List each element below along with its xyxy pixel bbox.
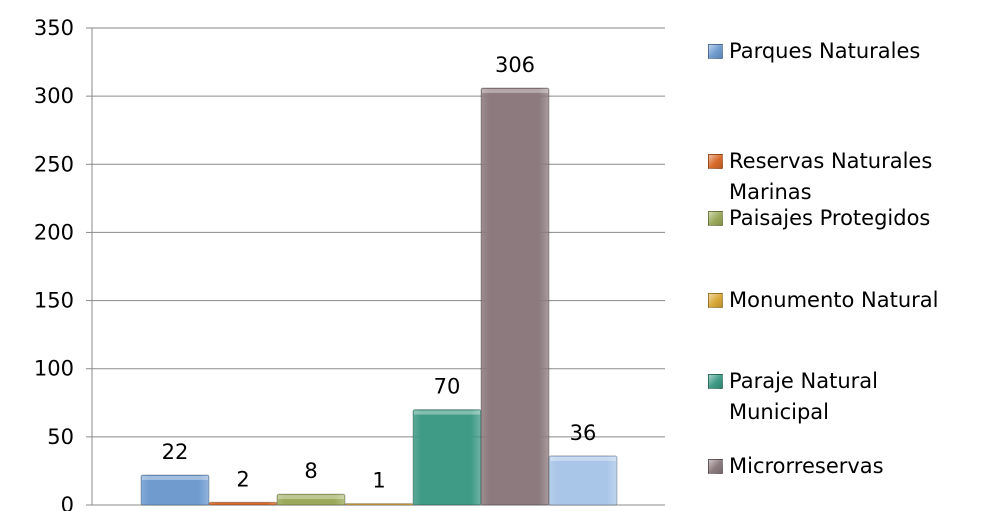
bar <box>276 493 346 506</box>
data-label: 70 <box>434 375 461 399</box>
bar-highlight <box>550 456 616 461</box>
legend-item-parques-naturales: Parques Naturales <box>708 36 989 67</box>
data-label: 36 <box>570 421 597 445</box>
legend-label: Monumento Natural <box>729 288 939 312</box>
data-label: 1 <box>372 469 385 493</box>
legend-label: Paraje Natural Municipal <box>729 369 878 424</box>
legend-swatch <box>708 154 723 169</box>
bar <box>208 501 278 506</box>
legend-swatch <box>708 293 723 308</box>
bar <box>344 503 414 506</box>
legend-item-microrreservas: Microrreservas <box>708 451 989 482</box>
legend-swatch <box>708 459 723 474</box>
y-tick-label: 350 <box>34 16 74 40</box>
bar <box>140 474 210 506</box>
legend-swatch <box>708 211 723 226</box>
legend-item-monumento-natural: Monumento Natural <box>708 285 989 316</box>
data-label: 22 <box>162 440 189 464</box>
bar <box>480 87 550 506</box>
bar-highlight <box>278 495 344 500</box>
y-tick-label: 300 <box>34 84 74 108</box>
y-tick-label: 50 <box>47 425 74 449</box>
legend-label: Paisajes Protegidos <box>729 206 931 230</box>
y-tick-label: 200 <box>34 220 74 244</box>
bar-highlight <box>142 476 208 481</box>
y-tick-label: 100 <box>34 357 74 381</box>
y-tick-label: 250 <box>34 152 74 176</box>
y-tick-label: 150 <box>34 289 74 313</box>
legend-item-paraje-natural-municipal: Paraje Natural Municipal <box>708 366 919 428</box>
data-label: 8 <box>304 459 317 483</box>
legend-item-reservas-naturales-marinas: Reservas Naturales Marinas <box>708 146 979 208</box>
legend-label: Microrreservas <box>729 454 884 478</box>
legend-label: Parques Naturales <box>729 39 921 63</box>
legend-swatch <box>708 374 723 389</box>
legend-swatch <box>708 44 723 59</box>
y-tick-label: 0 <box>61 493 74 511</box>
bar-highlight <box>414 410 480 415</box>
bar <box>412 409 482 506</box>
legend-label: Reservas Naturales Marinas <box>729 149 933 204</box>
data-label: 2 <box>236 467 249 491</box>
legend: Parques Naturales Reservas Naturales Mar… <box>708 0 997 511</box>
legend-item-paisajes-protegidos: Paisajes Protegidos <box>708 203 989 234</box>
data-label: 306 <box>495 53 535 77</box>
bar-highlight <box>482 88 548 93</box>
bar <box>548 455 618 506</box>
